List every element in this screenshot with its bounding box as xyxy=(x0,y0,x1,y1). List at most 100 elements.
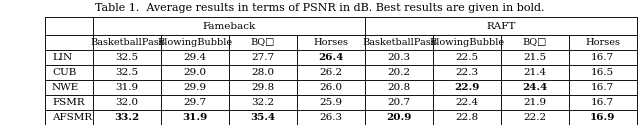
Text: 22.5: 22.5 xyxy=(455,53,478,62)
Bar xyxy=(45,35,93,50)
Bar xyxy=(93,18,365,35)
Bar xyxy=(93,80,161,95)
Text: 27.7: 27.7 xyxy=(252,53,275,62)
Text: Table 1.  Average results in terms of PSNR in dB. Best results are given in bold: Table 1. Average results in terms of PSN… xyxy=(95,3,545,13)
Bar xyxy=(365,110,433,125)
Bar xyxy=(501,95,569,110)
Text: 29.8: 29.8 xyxy=(252,83,275,92)
Bar xyxy=(433,50,500,65)
Text: 26.0: 26.0 xyxy=(319,83,342,92)
Text: BasketballPass: BasketballPass xyxy=(90,38,164,47)
Bar xyxy=(433,95,500,110)
Bar xyxy=(45,65,93,80)
Text: 22.3: 22.3 xyxy=(455,68,478,77)
Bar xyxy=(569,65,637,80)
Bar xyxy=(93,65,161,80)
Bar xyxy=(229,65,297,80)
Text: 31.9: 31.9 xyxy=(182,113,207,122)
Bar xyxy=(297,110,365,125)
Text: BQ□: BQ□ xyxy=(251,38,275,47)
Text: 35.4: 35.4 xyxy=(250,113,275,122)
Text: 29.9: 29.9 xyxy=(183,83,206,92)
Text: BQ□: BQ□ xyxy=(523,38,547,47)
Bar xyxy=(161,65,229,80)
Text: 20.3: 20.3 xyxy=(387,53,410,62)
Bar xyxy=(93,35,161,50)
Text: 22.9: 22.9 xyxy=(454,83,479,92)
Text: RAFT: RAFT xyxy=(486,22,515,31)
Bar xyxy=(365,18,637,35)
Bar xyxy=(433,35,500,50)
Text: 20.7: 20.7 xyxy=(387,98,410,107)
Text: 32.2: 32.2 xyxy=(252,98,275,107)
Bar xyxy=(161,35,229,50)
Text: CUB: CUB xyxy=(52,68,76,77)
Text: BlowingBubble: BlowingBubble xyxy=(429,38,504,47)
Text: 25.9: 25.9 xyxy=(319,98,342,107)
Bar xyxy=(229,35,297,50)
Bar xyxy=(501,35,569,50)
Text: 26.4: 26.4 xyxy=(318,53,344,62)
Text: BlowingBubble: BlowingBubble xyxy=(157,38,232,47)
Bar xyxy=(45,95,93,110)
Text: Horses: Horses xyxy=(314,38,348,47)
Bar xyxy=(433,110,500,125)
Text: FSMR: FSMR xyxy=(52,98,84,107)
Text: 22.4: 22.4 xyxy=(455,98,478,107)
Bar xyxy=(297,50,365,65)
Bar xyxy=(365,95,433,110)
Bar xyxy=(45,110,93,125)
Text: 16.9: 16.9 xyxy=(590,113,616,122)
Text: 31.9: 31.9 xyxy=(115,83,138,92)
Bar xyxy=(161,50,229,65)
Text: AFSMR: AFSMR xyxy=(52,113,92,122)
Bar xyxy=(229,110,297,125)
Text: 16.5: 16.5 xyxy=(591,68,614,77)
Text: 32.0: 32.0 xyxy=(115,98,138,107)
Text: 16.7: 16.7 xyxy=(591,98,614,107)
Text: BasketballPass: BasketballPass xyxy=(362,38,436,47)
Bar xyxy=(297,35,365,50)
Text: 28.0: 28.0 xyxy=(252,68,275,77)
Bar xyxy=(501,80,569,95)
Text: 24.4: 24.4 xyxy=(522,83,547,92)
Bar xyxy=(161,95,229,110)
Bar xyxy=(229,95,297,110)
Bar xyxy=(161,80,229,95)
Text: 32.5: 32.5 xyxy=(115,68,138,77)
Bar xyxy=(501,50,569,65)
Bar xyxy=(161,110,229,125)
Bar xyxy=(569,110,637,125)
Bar xyxy=(365,65,433,80)
Bar xyxy=(229,80,297,95)
Text: 16.7: 16.7 xyxy=(591,83,614,92)
Text: 20.2: 20.2 xyxy=(387,68,410,77)
Bar xyxy=(365,50,433,65)
Text: LIN: LIN xyxy=(52,53,72,62)
Text: 20.9: 20.9 xyxy=(386,113,412,122)
Bar xyxy=(433,65,500,80)
Bar xyxy=(93,50,161,65)
Text: 16.7: 16.7 xyxy=(591,53,614,62)
Text: 29.0: 29.0 xyxy=(183,68,206,77)
Bar xyxy=(93,110,161,125)
Bar xyxy=(365,80,433,95)
Bar xyxy=(501,65,569,80)
Bar xyxy=(93,95,161,110)
Bar xyxy=(569,80,637,95)
Text: 26.3: 26.3 xyxy=(319,113,342,122)
Text: 29.7: 29.7 xyxy=(183,98,206,107)
Text: 21.9: 21.9 xyxy=(524,98,547,107)
Text: Fameback: Fameback xyxy=(202,22,255,31)
Text: 20.8: 20.8 xyxy=(387,83,410,92)
Bar xyxy=(45,80,93,95)
Bar xyxy=(501,110,569,125)
Text: 22.8: 22.8 xyxy=(455,113,478,122)
Text: 33.2: 33.2 xyxy=(114,113,140,122)
Bar xyxy=(433,80,500,95)
Bar xyxy=(297,65,365,80)
Text: 21.4: 21.4 xyxy=(524,68,547,77)
Text: NWE: NWE xyxy=(52,83,79,92)
Bar xyxy=(569,50,637,65)
Text: 26.2: 26.2 xyxy=(319,68,342,77)
